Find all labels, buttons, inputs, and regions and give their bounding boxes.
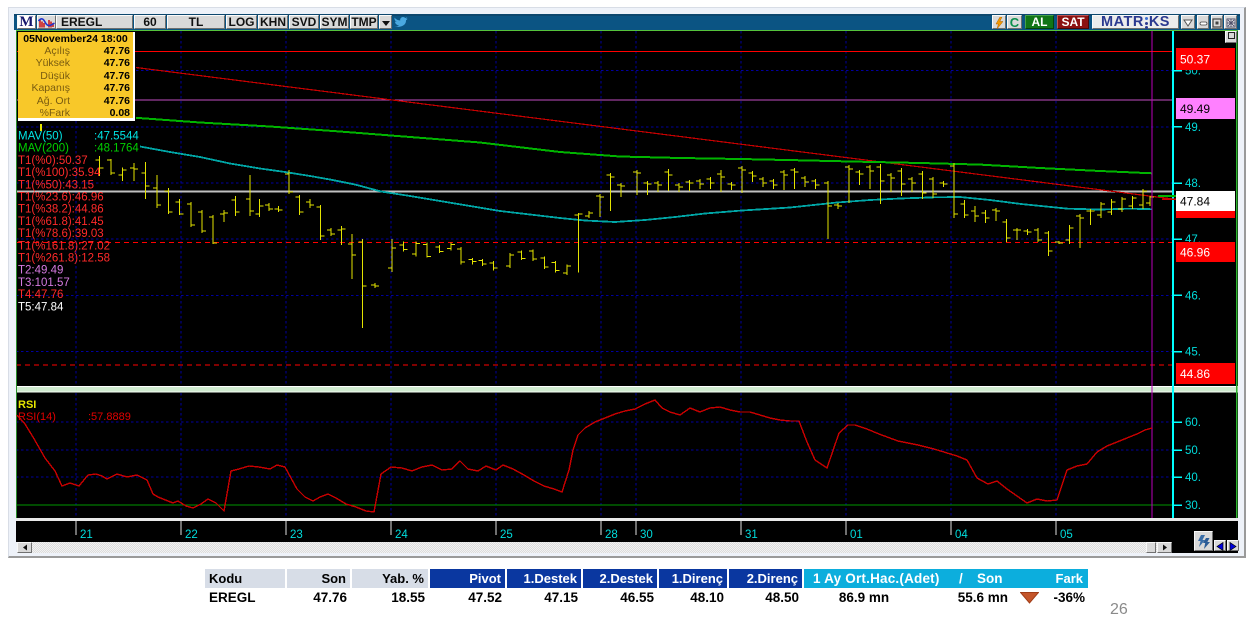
svg-text:22: 22 xyxy=(185,529,198,541)
svg-text:T1(%61.8):41.45: T1(%61.8):41.45 xyxy=(18,216,104,228)
svg-text::57.8889: :57.8889 xyxy=(88,411,131,423)
svg-text:45.: 45. xyxy=(1185,347,1201,359)
svg-text:T2:49.49: T2:49.49 xyxy=(18,265,63,277)
svg-text:24: 24 xyxy=(395,529,408,541)
svg-text:MAV(50): MAV(50) xyxy=(18,131,63,143)
svg-text:05: 05 xyxy=(1060,529,1073,541)
svg-text:50.: 50. xyxy=(1185,445,1201,457)
svg-text:25: 25 xyxy=(500,529,513,541)
svg-text:T1(%23.6):46.96: T1(%23.6):46.96 xyxy=(18,192,104,204)
svg-text:T5:47.84: T5:47.84 xyxy=(18,301,64,313)
svg-text:MAV(200): MAV(200) xyxy=(18,143,69,155)
svg-text:31: 31 xyxy=(745,529,758,541)
svg-text:30: 30 xyxy=(640,529,653,541)
svg-text:48.: 48. xyxy=(1185,178,1201,190)
svg-text:49.49: 49.49 xyxy=(1180,102,1210,116)
svg-text:40.: 40. xyxy=(1185,472,1201,484)
svg-text:44.86: 44.86 xyxy=(1180,367,1210,381)
svg-text:21: 21 xyxy=(80,529,93,541)
svg-text:T1(%161.8):27.02: T1(%161.8):27.02 xyxy=(18,240,110,252)
svg-text:30.: 30. xyxy=(1185,500,1201,512)
svg-text:50.37: 50.37 xyxy=(1180,53,1210,67)
svg-text:T1(%38.2):44.86: T1(%38.2):44.86 xyxy=(18,204,104,216)
svg-text:28: 28 xyxy=(605,529,618,541)
svg-text:T1(%100):35.94: T1(%100):35.94 xyxy=(18,167,101,179)
svg-text:60.: 60. xyxy=(1185,417,1201,429)
svg-text:49.: 49. xyxy=(1185,122,1201,134)
svg-text:46.: 46. xyxy=(1185,290,1201,302)
svg-text:T4:47.76: T4:47.76 xyxy=(18,289,63,301)
svg-text::47.5544: :47.5544 xyxy=(94,131,139,143)
svg-text:01: 01 xyxy=(850,529,863,541)
svg-text::48.1764: :48.1764 xyxy=(94,143,139,155)
svg-text:T3:101.57: T3:101.57 xyxy=(18,277,70,289)
svg-text:47.84: 47.84 xyxy=(1180,195,1210,209)
svg-text:23: 23 xyxy=(290,529,303,541)
svg-text:T1(%0):50.37: T1(%0):50.37 xyxy=(18,155,88,167)
svg-text:T1(%50):43.15: T1(%50):43.15 xyxy=(18,179,94,191)
svg-text:RSI(14): RSI(14) xyxy=(18,411,56,423)
svg-text:04: 04 xyxy=(955,529,968,541)
svg-text:RSI: RSI xyxy=(18,399,36,411)
svg-text:T1(%78.6):39.03: T1(%78.6):39.03 xyxy=(18,228,104,240)
svg-text:T1(%261.8):12.58: T1(%261.8):12.58 xyxy=(18,253,110,265)
svg-text:46.96: 46.96 xyxy=(1180,246,1210,260)
